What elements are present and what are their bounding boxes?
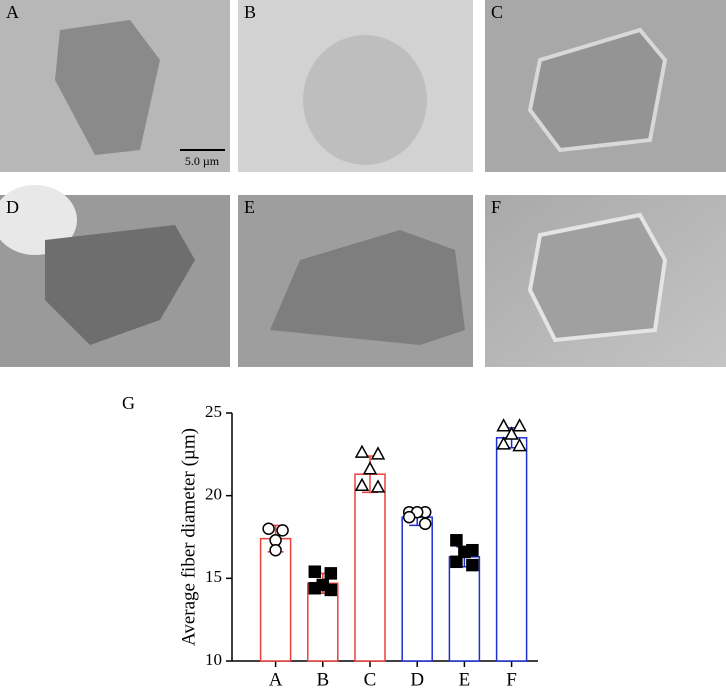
- y-tick-label: 25: [205, 402, 222, 421]
- point: [324, 583, 338, 597]
- fiber: [303, 35, 427, 165]
- panel-label: C: [491, 2, 503, 22]
- panel-label: F: [491, 197, 501, 217]
- bar: [448, 556, 481, 662]
- panel-label: E: [244, 197, 255, 217]
- bar: [307, 582, 339, 662]
- point: [466, 558, 479, 572]
- point: [262, 522, 275, 535]
- y-tick-label: 20: [205, 485, 222, 504]
- point: [458, 545, 471, 559]
- point: [450, 555, 463, 569]
- point: [324, 567, 338, 580]
- point: [308, 565, 322, 578]
- bar: [495, 437, 528, 662]
- micrographs: 5.0 µm A B C D E F: [0, 0, 726, 367]
- y-tick-label: 15: [205, 567, 222, 586]
- point: [512, 418, 527, 432]
- point: [269, 543, 282, 557]
- x-tick-label: E: [459, 669, 471, 690]
- panel-label: A: [6, 2, 19, 22]
- point: [362, 461, 378, 475]
- point: [370, 479, 386, 493]
- scale-label: 5.0 µm: [185, 154, 220, 168]
- x-tick-label: A: [269, 669, 283, 690]
- x-tick-label: C: [364, 669, 377, 690]
- point: [354, 444, 370, 458]
- panel-label: B: [244, 2, 256, 22]
- fiber: [45, 225, 195, 345]
- x-tick-label: D: [410, 669, 424, 690]
- point: [418, 517, 432, 531]
- x-tick-label: F: [506, 669, 517, 690]
- point: [512, 438, 527, 452]
- point: [450, 534, 463, 547]
- bar: [259, 537, 292, 662]
- y-tick-label: 10: [205, 650, 222, 669]
- fiber: [527, 27, 668, 153]
- point: [308, 582, 322, 595]
- fiber: [270, 230, 465, 345]
- point: [496, 436, 511, 450]
- point: [276, 524, 289, 537]
- hole: [0, 185, 77, 255]
- y-axis-label: Average fiber diameter (µm): [178, 428, 199, 646]
- point: [370, 446, 386, 460]
- panel-label: G: [122, 393, 135, 413]
- bar: [354, 473, 386, 662]
- point: [402, 510, 416, 524]
- bar: [401, 516, 433, 662]
- point: [496, 418, 511, 432]
- panel-label: D: [6, 197, 19, 217]
- point: [354, 477, 370, 491]
- fiber: [55, 20, 160, 155]
- point: [504, 426, 519, 440]
- fiber: [527, 212, 668, 343]
- x-tick-label: B: [316, 669, 329, 690]
